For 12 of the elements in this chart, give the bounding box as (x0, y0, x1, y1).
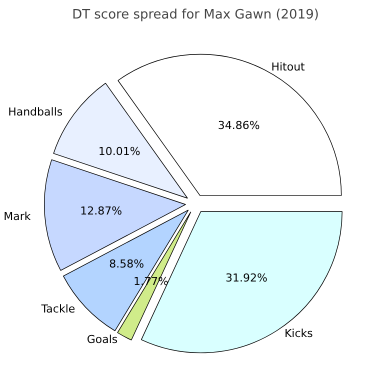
slice-label: Goals (86, 333, 118, 346)
slice-label: Hitout (271, 60, 306, 74)
data-label: 8.58% (109, 258, 144, 271)
slice-label: Mark (4, 210, 32, 223)
slice-label: Tackle (40, 302, 76, 316)
data-label: 31.92% (225, 272, 268, 285)
data-label: 12.87% (80, 204, 122, 218)
chart-title: DT score spread for Max Gawn (2019) (72, 8, 319, 22)
data-label: 10.01% (98, 144, 140, 158)
data-label: 34.86% (218, 118, 260, 132)
slice-label: Kicks (284, 326, 314, 340)
slice-label: Handballs (8, 106, 63, 119)
